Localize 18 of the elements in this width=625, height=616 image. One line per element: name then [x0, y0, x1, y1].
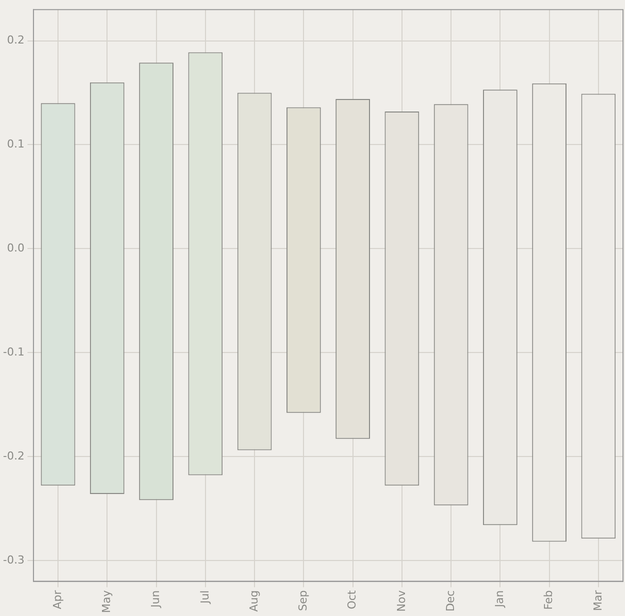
x-tick-label: Mar [591, 590, 604, 612]
x-tick-label: Jan [493, 590, 506, 608]
x-tick-label: Feb [542, 590, 556, 610]
x-tick-label: Sep [296, 590, 310, 611]
x-tick-label: Nov [394, 590, 408, 612]
x-tick-label: Dec [444, 590, 457, 612]
x-tick-label: Apr [50, 590, 64, 610]
x-tick-label: Oct [346, 590, 359, 610]
y-tick-label: 0.2 [6, 34, 24, 47]
y-tick-label: 0.0 [6, 242, 24, 255]
x-tick-label: Jul [198, 590, 212, 605]
x-tick-label: May [100, 590, 114, 614]
y-tick-label: -0.1 [2, 345, 24, 358]
x-tick-label: Aug [247, 590, 260, 612]
y-tick-label: -0.2 [2, 449, 24, 462]
y-tick-label: 0.1 [6, 138, 24, 151]
y-tick-label: -0.3 [2, 553, 24, 566]
x-tick-label: Jun [149, 590, 162, 608]
